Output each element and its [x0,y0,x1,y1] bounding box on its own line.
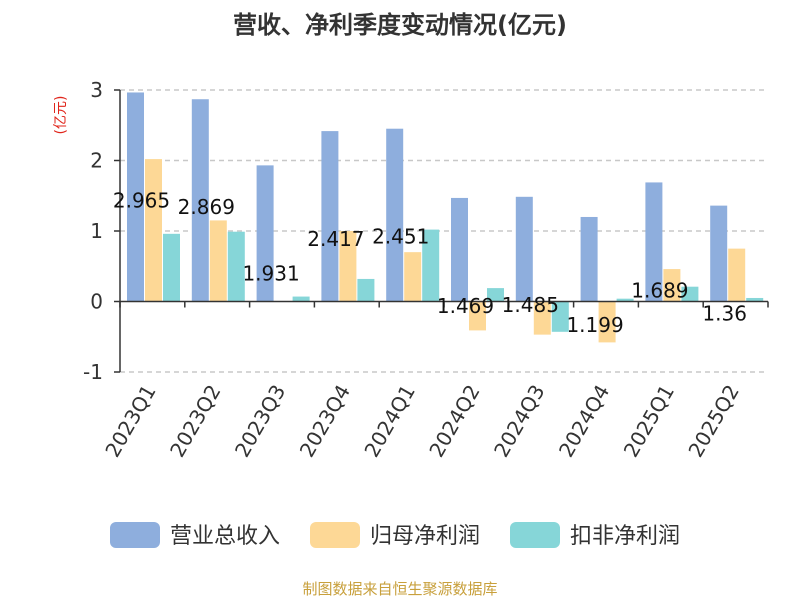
chart-title: 营收、净利季度变动情况(亿元) [233,11,567,39]
data-label-2023Q1: 2.965 [113,188,170,212]
y-axis-unit-label: (亿元) [53,96,69,135]
bar-2024Q3-1 [515,196,533,302]
x-tick-label: 2023Q2 [165,381,225,462]
bar-2023Q3-1 [256,165,274,302]
x-tick-label: 2024Q3 [489,381,549,462]
legend-swatch-3 [510,522,560,548]
bars [127,92,764,343]
bar-2024Q4-3 [616,298,634,302]
bar-2024Q1-3 [422,229,440,302]
bar-2023Q1-2 [145,159,162,302]
bar-2023Q2-1 [191,99,209,302]
data-label-2023Q2: 2.869 [178,195,235,219]
bar-2024Q3-2 [533,301,551,335]
y-tick-label: 1 [90,219,103,243]
data-label-2023Q3: 1.931 [242,261,299,285]
bar-2024Q1-1 [386,128,404,302]
bar-2023Q1-1 [127,92,144,302]
y-tick-label: 0 [90,290,103,314]
bar-2024Q2-3 [487,288,504,302]
data-label-2024Q3: 1.485 [502,293,559,317]
bar-2023Q4-2 [339,231,357,302]
data-label-2023Q4: 2.417 [307,227,364,251]
legend: 营业总收入 归母净利润 扣非净利润 [110,522,680,549]
bar-2023Q3-3 [292,296,310,302]
bar-2023Q2-2 [209,220,227,302]
data-label-2024Q4: 1.199 [566,313,623,337]
data-label-2025Q1: 1.689 [631,278,688,302]
legend-swatch-2 [310,522,360,548]
bar-2024Q2-2 [469,301,486,331]
x-tick-label: 2025Q1 [619,381,679,462]
legend-label-2: 归母净利润 [370,524,480,549]
x-tick-label: 2024Q1 [359,381,419,462]
bar-2025Q2-3 [746,297,764,302]
x-tick-label: 2023Q4 [295,381,355,462]
bar-2023Q4-3 [357,278,375,302]
bar-2024Q2-1 [451,197,468,302]
bar-2023Q2-3 [227,231,245,302]
x-tick-label: 2024Q4 [554,381,614,462]
x-tick-label: 2025Q2 [683,381,743,462]
bar-2025Q1-3 [681,286,699,302]
legend-label-1: 营业总收入 [170,524,280,549]
data-label-2024Q2: 1.469 [437,294,494,318]
y-tick-label: 3 [90,78,103,102]
legend-swatch-1 [110,522,160,548]
x-tick-label: 2023Q1 [100,381,160,462]
bar-2024Q1-2 [404,252,422,302]
data-label-2024Q1: 2.451 [372,225,429,249]
source-note: 制图数据来自恒生聚源数据库 [302,580,497,598]
bar-2024Q4-2 [598,301,616,343]
bar-2025Q1-2 [663,269,681,302]
bar-2025Q2-1 [710,205,728,302]
bar-2025Q2-2 [728,248,746,302]
bar-2025Q1-1 [645,182,663,302]
legend-label-3: 扣非净利润 [570,524,680,549]
x-tick-label: 2023Q3 [230,381,290,462]
data-label-2025Q2: 1.36 [702,302,747,326]
bar-2023Q1-3 [163,233,180,302]
y-tick-label: 2 [90,149,103,173]
bar-2024Q4-1 [580,216,598,302]
bar-2024Q3-3 [551,301,569,332]
bar-2023Q4-1 [321,131,339,302]
data-labels: 2.965 2.869 1.931 2.417 2.451 1.469 1.485 1.199… [113,188,747,337]
y-tick-label: -1 [83,360,103,384]
x-tick-label: 2024Q2 [424,381,484,462]
